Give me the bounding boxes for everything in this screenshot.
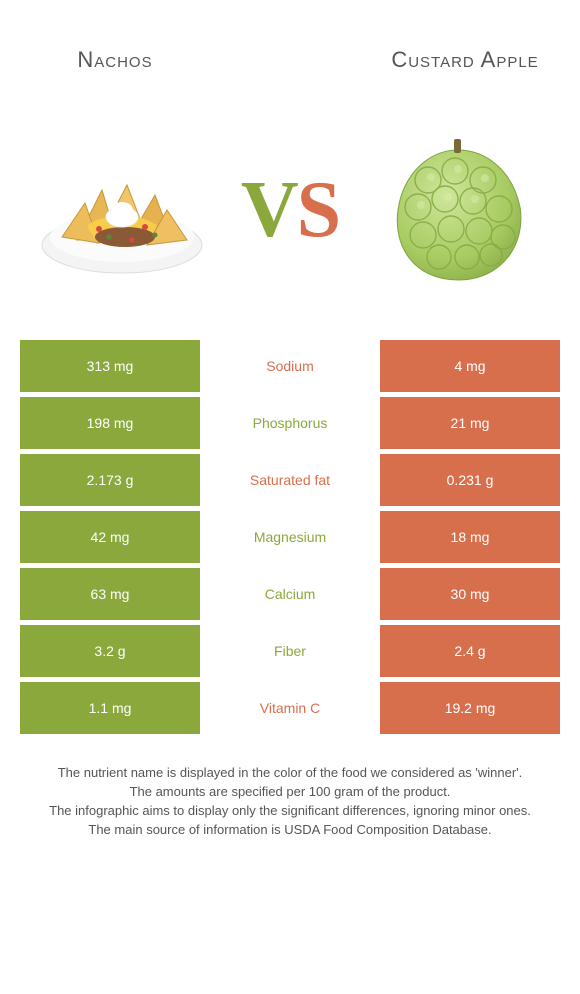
nutrient-name: Fiber bbox=[200, 625, 380, 677]
nutrient-name: Magnesium bbox=[200, 511, 380, 563]
footer-notes: The nutrient name is displayed in the co… bbox=[20, 764, 560, 839]
vs-v: V bbox=[241, 166, 297, 254]
footer-note-line: The amounts are specified per 100 gram o… bbox=[20, 783, 560, 802]
nutrient-right-value: 0.231 g bbox=[380, 454, 560, 506]
custard-apple-image bbox=[373, 125, 543, 295]
nutrient-right-value: 2.4 g bbox=[380, 625, 560, 677]
footer-note-line: The nutrient name is displayed in the co… bbox=[20, 764, 560, 783]
nutrient-row: 1.1 mgVitamin C19.2 mg bbox=[20, 682, 560, 734]
nutrient-row: 42 mgMagnesium18 mg bbox=[20, 511, 560, 563]
food-left-title: Nachos bbox=[0, 48, 230, 72]
nutrient-row: 3.2 gFiber2.4 g bbox=[20, 625, 560, 677]
vs-label: VS bbox=[241, 165, 339, 256]
nutrient-left-value: 1.1 mg bbox=[20, 682, 200, 734]
nutrient-name: Phosphorus bbox=[200, 397, 380, 449]
footer-note-line: The main source of information is USDA F… bbox=[20, 821, 560, 840]
footer-note-line: The infographic aims to display only the… bbox=[20, 802, 560, 821]
header-row: Nachos Custard Apple bbox=[0, 0, 580, 100]
food-right-title: Custard Apple bbox=[350, 48, 580, 72]
vs-s: S bbox=[297, 166, 340, 254]
nutrient-left-value: 3.2 g bbox=[20, 625, 200, 677]
nutrient-left-value: 313 mg bbox=[20, 340, 200, 392]
nutrient-right-value: 30 mg bbox=[380, 568, 560, 620]
nutrient-right-value: 18 mg bbox=[380, 511, 560, 563]
nutrient-right-value: 19.2 mg bbox=[380, 682, 560, 734]
image-row: VS bbox=[0, 100, 580, 340]
nutrient-name: Calcium bbox=[200, 568, 380, 620]
nutrient-left-value: 2.173 g bbox=[20, 454, 200, 506]
nutrient-right-value: 4 mg bbox=[380, 340, 560, 392]
nutrient-table: 313 mgSodium4 mg198 mgPhosphorus21 mg2.1… bbox=[20, 340, 560, 734]
nutrient-name: Sodium bbox=[200, 340, 380, 392]
nutrient-row: 198 mgPhosphorus21 mg bbox=[20, 397, 560, 449]
nutrient-row: 2.173 gSaturated fat0.231 g bbox=[20, 454, 560, 506]
nutrient-row: 313 mgSodium4 mg bbox=[20, 340, 560, 392]
nutrient-name: Vitamin C bbox=[200, 682, 380, 734]
nutrient-row: 63 mgCalcium30 mg bbox=[20, 568, 560, 620]
nutrient-left-value: 198 mg bbox=[20, 397, 200, 449]
nutrient-left-value: 63 mg bbox=[20, 568, 200, 620]
nutrient-right-value: 21 mg bbox=[380, 397, 560, 449]
nutrient-name: Saturated fat bbox=[200, 454, 380, 506]
nutrient-left-value: 42 mg bbox=[20, 511, 200, 563]
nachos-image bbox=[37, 125, 207, 295]
